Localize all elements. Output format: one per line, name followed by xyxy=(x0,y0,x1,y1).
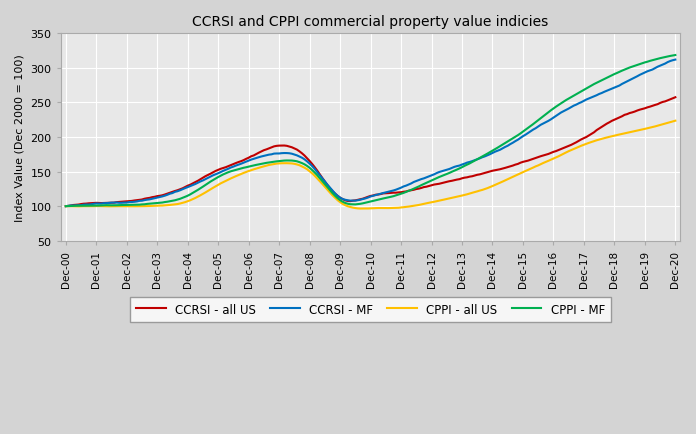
CPPI - MF xyxy=(293,159,301,164)
CCRSI - all US xyxy=(671,95,679,101)
CCRSI - all US xyxy=(62,204,70,209)
CPPI - MF xyxy=(552,105,560,110)
CCRSI - MF xyxy=(663,60,672,66)
CCRSI - MF xyxy=(552,114,560,119)
CCRSI - all US xyxy=(293,148,301,153)
Line: CCRSI - all US: CCRSI - all US xyxy=(66,98,675,207)
CCRSI - MF xyxy=(511,139,519,145)
CCRSI - all US xyxy=(511,163,519,168)
CPPI - MF xyxy=(663,55,672,60)
Line: CCRSI - MF: CCRSI - MF xyxy=(66,60,675,207)
CPPI - MF xyxy=(130,203,139,208)
CCRSI - MF xyxy=(293,153,301,158)
CCRSI - all US xyxy=(409,188,418,193)
Line: CPPI - MF: CPPI - MF xyxy=(66,56,675,207)
CPPI - MF xyxy=(511,135,519,140)
CPPI - all US xyxy=(554,155,562,160)
CPPI - MF xyxy=(62,204,70,209)
CPPI - MF xyxy=(409,187,418,192)
CPPI - all US xyxy=(358,207,367,212)
CCRSI - MF xyxy=(62,204,70,209)
CCRSI - all US xyxy=(663,99,672,104)
CPPI - all US xyxy=(62,204,70,209)
CCRSI - all US xyxy=(130,198,139,204)
Y-axis label: Index Value (Dec 2000 = 100): Index Value (Dec 2000 = 100) xyxy=(15,54,25,221)
CPPI - all US xyxy=(293,162,301,168)
Legend: CCRSI - all US, CCRSI - MF, CPPI - all US, CPPI - MF: CCRSI - all US, CCRSI - MF, CPPI - all U… xyxy=(130,297,611,322)
CCRSI - MF xyxy=(409,180,418,185)
Line: CPPI - all US: CPPI - all US xyxy=(66,122,675,209)
CPPI - all US xyxy=(666,120,674,125)
CCRSI - all US xyxy=(552,149,560,155)
CPPI - all US xyxy=(130,204,139,209)
CPPI - MF xyxy=(671,53,679,59)
Title: CCRSI and CPPI commercial property value indicies: CCRSI and CPPI commercial property value… xyxy=(192,15,548,29)
CPPI - all US xyxy=(671,119,679,124)
CCRSI - MF xyxy=(671,58,679,63)
CPPI - all US xyxy=(412,204,420,209)
CCRSI - MF xyxy=(130,200,139,205)
CPPI - all US xyxy=(514,172,522,178)
